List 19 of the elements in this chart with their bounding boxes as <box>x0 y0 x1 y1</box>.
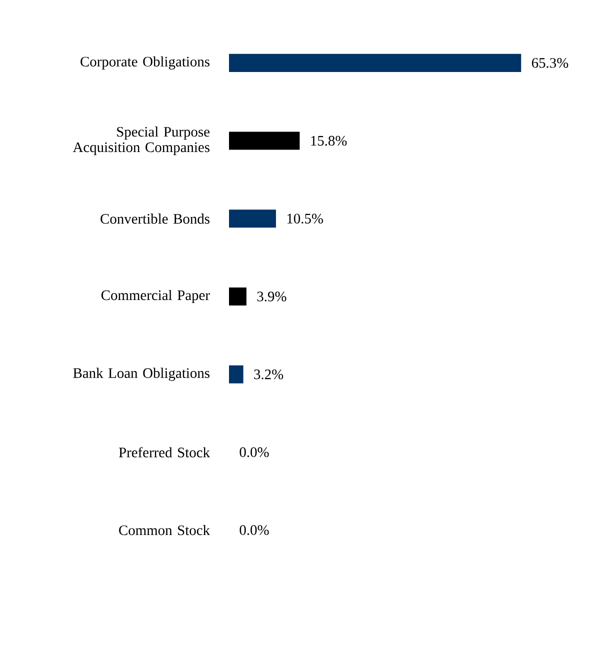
data-label: 65.3% <box>532 58 568 68</box>
y-tick-label: Corporate Obligations <box>80 56 210 70</box>
data-label: 0.0% <box>240 525 269 535</box>
y-tick-label: Commercial Paper <box>101 290 210 304</box>
y-tick-label: Common Stock <box>119 524 210 536</box>
y-tick-label: Special Purpose Acquisition Companies <box>72 126 210 156</box>
data-label: 15.8% <box>311 136 347 146</box>
y-tick-label: Preferred Stock <box>118 447 210 458</box>
y-tick-label: Bank Loan Obligations <box>73 368 210 381</box>
bar <box>229 288 246 306</box>
bar <box>229 210 276 228</box>
data-label: 10.5% <box>287 214 323 224</box>
data-label: 3.2% <box>254 369 284 380</box>
data-label: 0.0% <box>240 447 269 458</box>
bar <box>229 132 300 150</box>
data-label: 3.9% <box>257 292 286 302</box>
bar <box>229 54 522 72</box>
bar <box>229 365 244 384</box>
y-tick-label: Convertible Bonds <box>100 214 210 224</box>
